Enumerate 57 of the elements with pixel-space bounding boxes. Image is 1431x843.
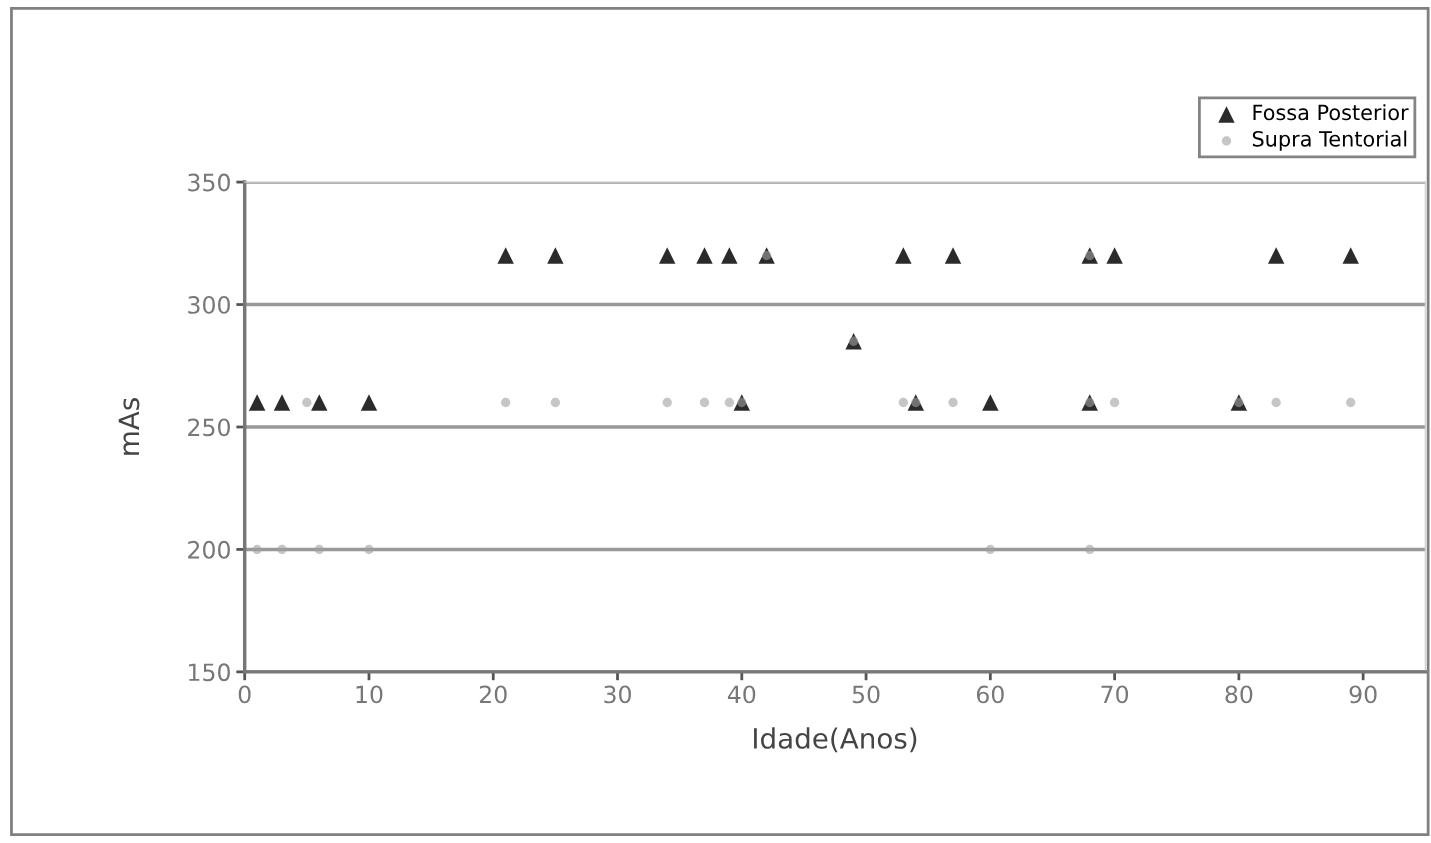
x-axis-title: Idade(Anos) [754, 727, 917, 753]
point [501, 397, 511, 408]
point [277, 544, 287, 555]
x-tick-label: 60 [976, 685, 1004, 704]
legend-label: Fossa Posterior [1253, 104, 1409, 121]
point [1342, 247, 1359, 264]
point [314, 544, 324, 555]
point [1081, 394, 1098, 411]
point [895, 247, 912, 264]
point [662, 397, 672, 408]
point [1230, 394, 1248, 411]
x-tick-label: 80 [1225, 685, 1253, 704]
x-tick-label: 70 [1101, 685, 1129, 704]
y-tick-label: 150 [189, 663, 230, 682]
point [1085, 544, 1095, 555]
point [944, 247, 962, 264]
point [721, 247, 738, 264]
point [1267, 247, 1285, 264]
legend-label: Supra Tentorial [1252, 130, 1407, 151]
y-tick-label: 200 [188, 540, 230, 559]
point [724, 397, 735, 408]
point [302, 397, 312, 408]
x-tick-label: 20 [479, 685, 507, 704]
point [547, 247, 564, 264]
point [364, 544, 374, 555]
point [360, 394, 378, 411]
point [497, 247, 514, 264]
y-tick-label: 350 [188, 173, 230, 192]
point [948, 397, 958, 408]
point [1346, 397, 1356, 408]
y-tick-label: 300 [188, 295, 230, 314]
y-axis-title: mAs [118, 398, 140, 455]
x-tick-label: 50 [852, 685, 880, 704]
point [550, 397, 561, 408]
point [696, 247, 713, 264]
point [252, 544, 262, 555]
point [1271, 397, 1281, 408]
point [311, 394, 328, 411]
x-tick-label: 40 [727, 685, 756, 704]
point [1081, 247, 1098, 264]
point [699, 397, 710, 408]
x-tick-label: 0 [238, 685, 251, 704]
point [1106, 247, 1123, 264]
point [982, 394, 999, 411]
point [907, 394, 924, 411]
point [248, 394, 266, 411]
point [845, 333, 862, 350]
point [985, 544, 995, 555]
y-tick-label: 250 [188, 418, 230, 437]
x-tick-label: 10 [356, 685, 383, 704]
x-tick-label: 90 [1349, 685, 1377, 704]
point [898, 397, 908, 408]
point [659, 247, 676, 264]
x-tick-label: 30 [604, 685, 631, 704]
point [273, 394, 291, 411]
point [733, 394, 750, 411]
point [1109, 397, 1120, 408]
